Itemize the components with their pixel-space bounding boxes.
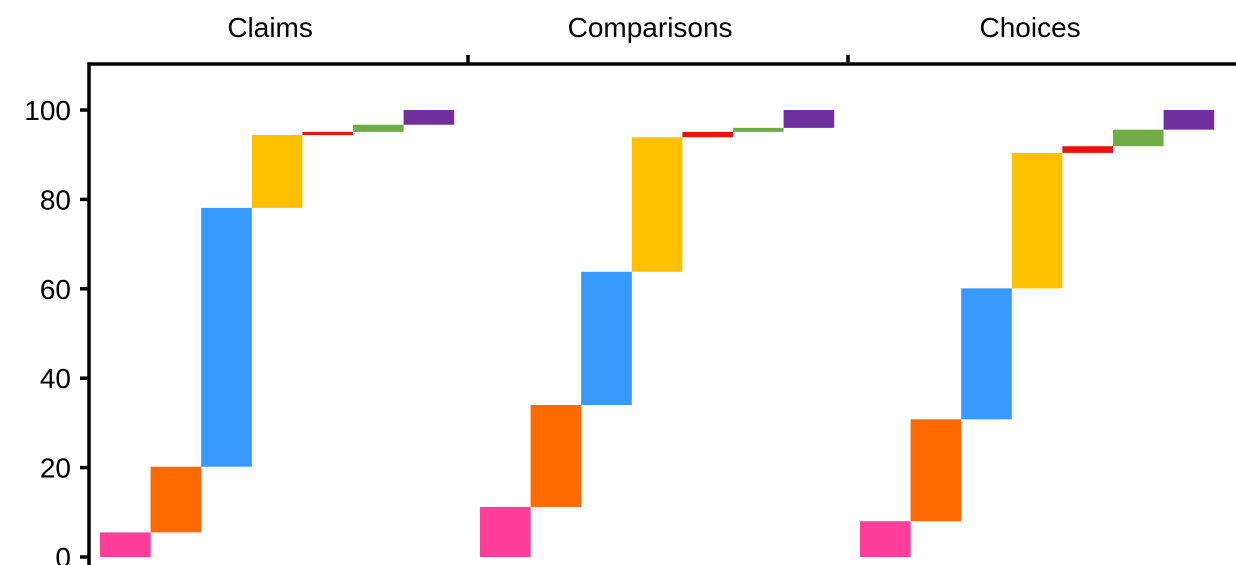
waterfall-bar	[302, 131, 353, 136]
waterfall-bar	[581, 271, 632, 406]
waterfall-bar	[100, 532, 151, 557]
waterfall-bar	[530, 405, 582, 507]
waterfall-bar	[961, 288, 1012, 420]
y-tick-label: 20	[40, 453, 71, 484]
waterfall-bar	[1163, 110, 1215, 130]
waterfall-bar	[860, 521, 911, 557]
waterfall-bar	[1113, 129, 1164, 147]
waterfall-bar	[783, 110, 835, 128]
waterfall-bar	[480, 506, 531, 557]
y-tick-label: 40	[40, 363, 71, 394]
y-tick-label: 0	[55, 542, 71, 565]
waterfall-bar	[1011, 152, 1063, 289]
waterfall-bar	[353, 124, 404, 132]
waterfall-bar	[150, 466, 202, 533]
y-axis-ticks: 0 20 40 60 80 100	[24, 55, 850, 565]
waterfall-bar	[682, 131, 733, 138]
waterfall-bar	[733, 127, 784, 132]
waterfall-bar	[910, 419, 962, 522]
panel-label: Claims	[227, 12, 313, 43]
y-tick-label: 60	[40, 274, 71, 305]
y-tick-label: 80	[40, 184, 71, 215]
panel-labels: Claims Comparisons Choices	[227, 12, 1080, 43]
bars	[100, 110, 1215, 557]
panel-label: Comparisons	[568, 12, 733, 43]
axes	[87, 62, 1236, 565]
waterfall-bar	[631, 137, 683, 272]
panel-label: Choices	[980, 12, 1081, 43]
waterfall-bar	[403, 110, 455, 125]
waterfall-bar	[251, 135, 303, 208]
waterfall-bar	[201, 207, 252, 467]
y-tick-label: 100	[24, 95, 71, 126]
waterfall-bar	[1062, 146, 1113, 153]
